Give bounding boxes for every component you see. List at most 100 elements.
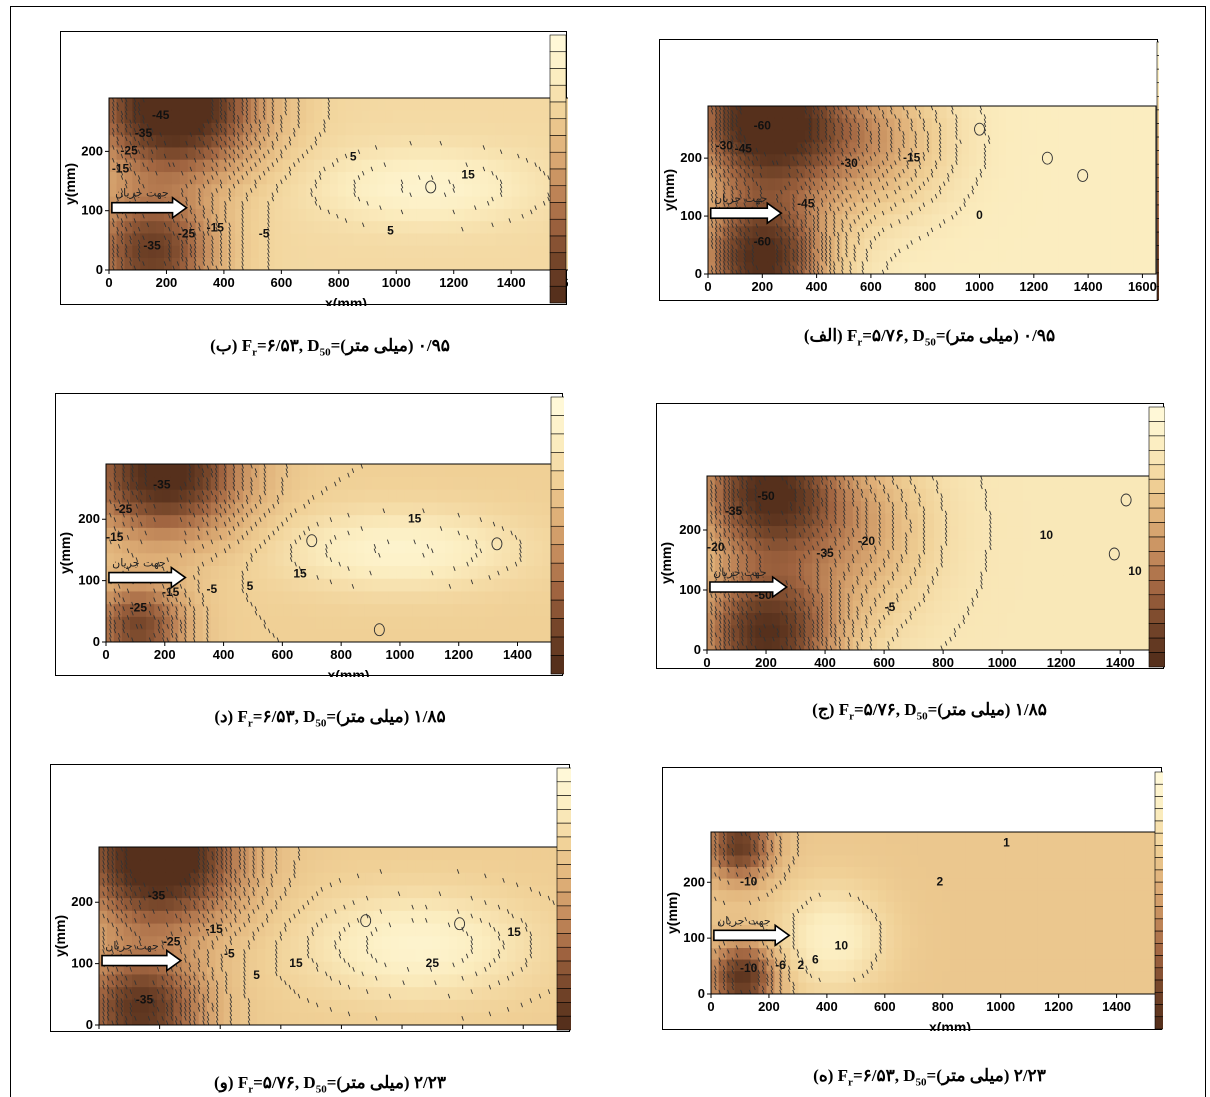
contour-segment — [853, 160, 856, 165]
field-cell — [787, 500, 797, 514]
contour-segment — [838, 606, 842, 612]
field-cell — [472, 146, 481, 160]
field-cell — [804, 575, 813, 589]
contour-segment — [723, 244, 726, 249]
contour-segment — [129, 140, 132, 146]
contour-segment — [966, 610, 970, 616]
contour-segment — [172, 231, 175, 236]
field-cell — [715, 117, 724, 131]
field-cell — [1063, 512, 1073, 527]
field-cell — [819, 237, 828, 251]
contour-segment — [984, 554, 988, 559]
field-cell — [885, 475, 894, 489]
field-cell — [124, 122, 133, 136]
field-cell — [266, 146, 276, 160]
field-cell — [535, 208, 544, 222]
field-cell — [730, 177, 739, 191]
contour-label: -35 — [816, 546, 834, 560]
contour-segment — [739, 189, 742, 195]
contour-segment — [743, 147, 746, 153]
contour-segment — [745, 567, 749, 572]
contour-segment — [723, 532, 726, 538]
field-cell — [722, 117, 731, 131]
field-cell — [860, 525, 870, 539]
contour-segment — [860, 632, 864, 638]
contour-segment — [137, 110, 141, 116]
x-tick-label: 800 — [932, 655, 954, 670]
contour-segment — [228, 162, 231, 167]
field-cell — [353, 195, 363, 209]
contour-segment — [803, 636, 806, 642]
contour-segment — [181, 170, 184, 176]
field-cell — [774, 213, 783, 227]
field-cell — [834, 105, 843, 119]
contour-segment — [185, 196, 188, 202]
field-cell — [266, 208, 276, 222]
field-cell — [925, 637, 935, 651]
field-cell — [124, 220, 133, 234]
contour-segment — [887, 641, 890, 646]
contour-segment — [245, 106, 249, 112]
contour-segment — [741, 475, 744, 481]
contour-segment — [211, 252, 214, 258]
field-cell — [820, 512, 830, 527]
contour-segment — [710, 480, 713, 485]
contour-segment — [731, 189, 734, 195]
contour-segment — [874, 493, 877, 498]
contour-segment — [898, 126, 901, 132]
contour-segment — [812, 545, 815, 551]
field-cell — [1118, 129, 1127, 143]
contour-segment — [816, 143, 820, 149]
contour-segment — [767, 510, 771, 516]
contour-segment — [845, 248, 848, 254]
contour-segment — [743, 202, 746, 207]
field-cell — [961, 201, 970, 215]
contour-segment — [926, 131, 930, 136]
field-cell — [774, 261, 783, 275]
field-cell — [886, 165, 895, 179]
field-cell — [1066, 201, 1075, 215]
contour-segment — [788, 261, 791, 266]
contour-segment — [798, 632, 802, 638]
field-cell — [235, 109, 244, 123]
contour-segment — [861, 164, 864, 170]
field-cell — [266, 159, 276, 173]
contour-segment — [163, 222, 167, 228]
field-cell — [931, 249, 940, 263]
colorbar-swatch — [549, 51, 567, 69]
contour-segment — [714, 575, 718, 581]
contour-segment — [723, 645, 726, 651]
field-cell — [966, 624, 976, 638]
field-cell — [795, 537, 805, 551]
field-cell — [998, 177, 1007, 191]
contour-segment — [224, 115, 227, 120]
contour-segment — [743, 177, 746, 182]
field-cell — [782, 237, 791, 251]
field-cell — [1125, 117, 1134, 131]
field-cell — [1066, 237, 1075, 251]
field-cell — [329, 159, 339, 173]
contour-segment — [323, 166, 326, 172]
contour-segment — [851, 588, 855, 594]
contour-segment — [727, 164, 730, 170]
field-cell — [227, 220, 236, 234]
field-cell — [759, 213, 769, 227]
contour-segment — [245, 145, 249, 150]
contour-segment — [980, 484, 983, 490]
field-cell — [879, 117, 888, 131]
field-cell — [1051, 189, 1060, 203]
field-cell — [752, 117, 761, 131]
contour-segment — [241, 149, 244, 155]
field-cell — [219, 232, 228, 246]
contour-segment — [723, 641, 726, 646]
contour-segment — [241, 231, 244, 236]
field-cell — [1073, 237, 1082, 251]
field-cell — [974, 525, 984, 539]
field-cell — [480, 232, 489, 246]
contour-label: -60 — [754, 118, 772, 132]
contour-segment — [116, 196, 119, 202]
field-cell — [1133, 105, 1142, 119]
field-cell — [958, 599, 968, 614]
field-cell — [1080, 624, 1089, 638]
field-cell — [361, 245, 370, 259]
